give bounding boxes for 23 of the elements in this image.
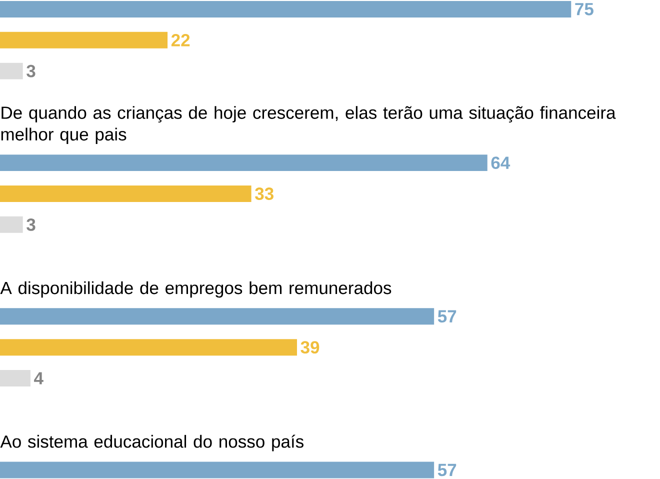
bar [0, 308, 434, 325]
bar [0, 154, 488, 171]
data-label: 64 [491, 156, 510, 169]
y-tick-label: De quando as crianças de hoje crescerem, elas terão uma situação financeira melhor que pais [1, 106, 616, 144]
bar [0, 185, 252, 202]
data-label: 57 [438, 310, 456, 322]
data-label: 33 [255, 187, 274, 200]
bar [0, 370, 30, 386]
bar [0, 462, 434, 478]
data-label: 39 [300, 341, 320, 354]
data-label: 75 [575, 2, 594, 16]
data-label: 57 [438, 464, 456, 476]
data-label: 3 [26, 218, 36, 231]
data-label: 3 [26, 64, 36, 78]
bar [0, 32, 168, 48]
y-tick-label: A disponibilidade de empregos bem remunerados [0, 281, 392, 298]
y-tick-label: Ao sistema educacional do nosso país [0, 434, 304, 452]
data-label: 22 [171, 34, 190, 46]
bar [0, 62, 23, 80]
bar [0, 0, 572, 18]
bar [0, 216, 23, 233]
data-label: 4 [34, 372, 44, 384]
bar [0, 338, 297, 356]
